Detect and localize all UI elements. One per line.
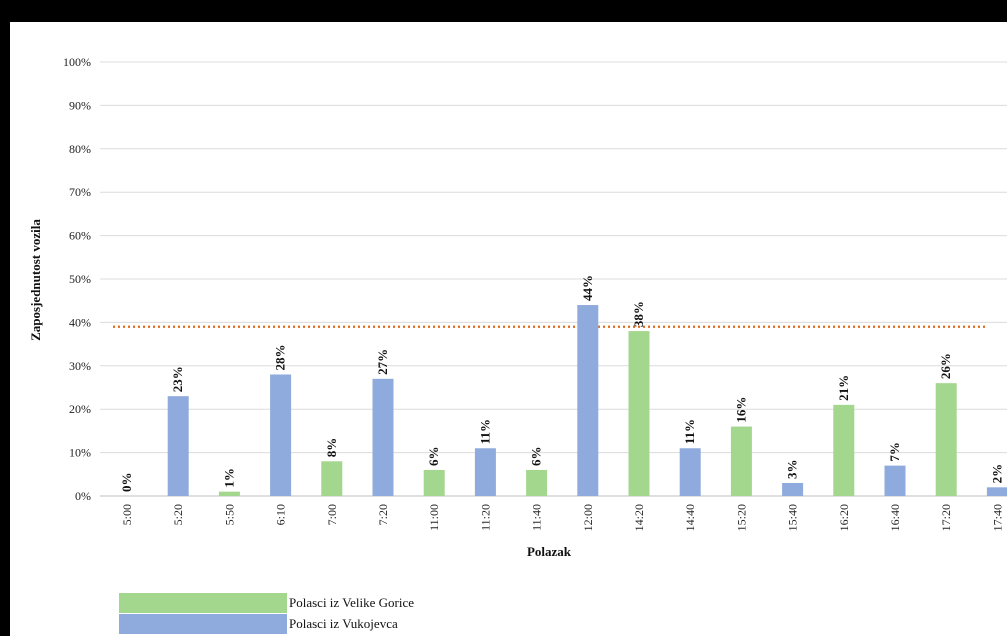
bar [833, 404, 855, 496]
bar-value-label: 8% [324, 438, 339, 458]
bar [270, 374, 292, 496]
bar [577, 305, 599, 496]
y-tick-label: 30% [69, 359, 91, 373]
x-tick-label: 5:20 [171, 504, 185, 525]
bar [884, 465, 906, 496]
y-tick-label: 90% [69, 98, 91, 112]
y-tick-label: 0% [75, 489, 91, 503]
legend: Polasci iz Velike Gorice Polasci iz Vuko… [119, 593, 414, 634]
y-tick-label: 80% [69, 142, 91, 156]
y-tick-label: 100% [63, 55, 91, 69]
bar-value-label: 1% [221, 468, 236, 488]
chart-area: 0% 10% 20% 30% 40% 50% 60% 70% 80% 90% 100% 0% 23% 1… [10, 22, 1007, 636]
bar-value-label: 27% [375, 349, 390, 375]
bar-value-label: 6% [529, 446, 544, 466]
legend-swatch-velika-gorica [119, 593, 287, 613]
x-tick-label: 17:40 [990, 504, 1004, 531]
bar [782, 482, 804, 496]
y-axis-title: Zaposjednutost vozila [28, 219, 43, 341]
legend-swatch-vukojevec [119, 614, 287, 634]
x-tick-label: 16:40 [888, 504, 902, 531]
y-axis-ticks: 0% 10% 20% 30% 40% 50% 60% 70% 80% 90% 100% [63, 55, 91, 503]
bar-value-label: 28% [273, 344, 288, 370]
x-tick-label: 15:20 [734, 504, 748, 531]
x-tick-label: 6:10 [274, 504, 288, 525]
bar [321, 461, 343, 496]
bar-value-label: 2% [989, 464, 1004, 484]
x-tick-label: 12:00 [581, 504, 595, 531]
bars [167, 305, 1007, 496]
x-tick-label: 14:20 [632, 504, 646, 531]
legend-label-vukojevec: Polasci iz Vukojevca [289, 616, 398, 631]
x-tick-label: 7:00 [325, 504, 339, 525]
bar-value-label: 6% [426, 446, 441, 466]
x-tick-label: 7:20 [376, 504, 390, 525]
bar [167, 396, 189, 496]
x-tick-label: 17:20 [939, 504, 953, 531]
gridlines [100, 61, 1007, 497]
bar [679, 448, 701, 496]
y-tick-label: 40% [69, 315, 91, 329]
bar [935, 383, 957, 496]
bar [474, 448, 496, 496]
bar [986, 487, 1007, 496]
y-tick-label: 20% [69, 402, 91, 416]
bar [526, 469, 548, 496]
x-tick-label: 11:00 [427, 504, 441, 531]
x-tick-label: 11:40 [530, 504, 544, 531]
bar [628, 331, 650, 496]
bar-value-label: 16% [733, 397, 748, 423]
x-tick-label: 16:20 [837, 504, 851, 531]
x-tick-label: 5:50 [222, 504, 236, 525]
bar-value-labels: 0% 23% 1% 28% 8% 27% 6% 11% 6% 44% 38% 11% 16% 3% 21% 7… [119, 275, 1004, 492]
bar-value-label: 21% [836, 375, 851, 401]
bar-value-label: 26% [938, 353, 953, 379]
bar-chart: 0% 10% 20% 30% 40% 50% 60% 70% 80% 90% 100% 0% 23% 1… [28, 55, 1007, 634]
y-tick-label: 10% [69, 446, 91, 460]
bar [730, 426, 752, 496]
bar [372, 378, 394, 496]
bar-value-label: 23% [170, 366, 185, 392]
y-tick-label: 50% [69, 272, 91, 286]
bar-value-label: 11% [477, 419, 492, 444]
bar-value-label: 3% [785, 459, 800, 479]
bar-value-label: 7% [887, 442, 902, 462]
x-tick-label: 15:40 [786, 504, 800, 531]
y-tick-label: 70% [69, 185, 91, 199]
x-tick-label: 5:00 [120, 504, 134, 525]
bar-value-label: 44% [580, 275, 595, 301]
x-tick-label: 11:20 [478, 504, 492, 531]
x-axis-ticks: 5:00 5:20 5:50 6:10 7:00 7:20 11:00 11:20 11:40 1… [120, 504, 1004, 531]
bar [218, 491, 240, 496]
bar-value-label: 11% [682, 419, 697, 444]
bar [423, 469, 445, 496]
x-tick-label: 14:40 [683, 504, 697, 531]
bar-value-label: 38% [631, 301, 646, 327]
y-tick-label: 60% [69, 229, 91, 243]
legend-label-velika-gorica: Polasci iz Velike Gorice [289, 595, 414, 610]
x-axis-title: Polazak [527, 544, 572, 559]
bar-value-label: 0% [119, 473, 134, 493]
